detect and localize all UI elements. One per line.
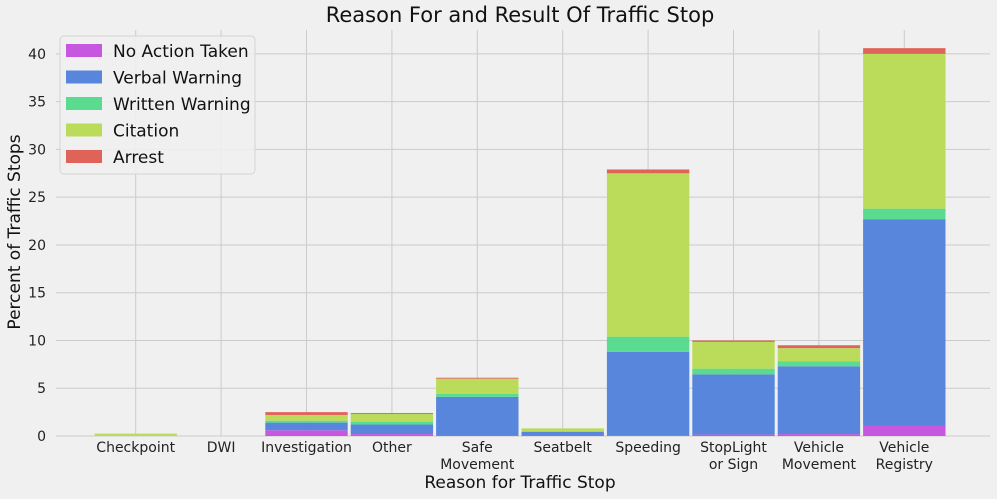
bar-segment <box>350 413 434 415</box>
bar-segment <box>94 433 177 436</box>
bar-segment <box>692 368 775 375</box>
legend-swatch <box>66 97 102 110</box>
x-tick-label: StopLight or Sign <box>700 440 767 473</box>
bar-segment <box>265 430 348 436</box>
x-axis-label: Reason for Traffic Stop <box>424 473 615 493</box>
bar-segment <box>350 434 434 436</box>
bar-segment <box>436 393 519 397</box>
legend-label: Written Warning <box>113 95 251 115</box>
y-tick-label: 25 <box>28 190 46 206</box>
bar-segment <box>265 422 348 431</box>
x-tick-label: Checkpoint <box>96 440 175 456</box>
x-tick-label: DWI <box>207 440 236 456</box>
bar-segment <box>606 169 690 174</box>
bar-segment <box>350 421 434 425</box>
bar-segment <box>350 424 434 435</box>
x-tick-label: Vehicle Registry <box>876 440 933 473</box>
bar-segment <box>265 420 348 423</box>
x-tick-label: Seatbelt <box>533 440 592 456</box>
y-tick-label: 10 <box>28 333 46 349</box>
legend-swatch <box>66 150 102 163</box>
x-tick-label: Safe Movement <box>440 440 515 473</box>
bar-segment <box>863 425 946 436</box>
bar-segment <box>521 431 604 432</box>
bar-segment <box>436 378 519 394</box>
bar-segment <box>777 345 861 349</box>
bar-segment <box>692 434 775 436</box>
legend-box <box>59 35 256 175</box>
legend-label: Citation <box>113 122 179 142</box>
x-tick-label: Vehicle Movement <box>782 440 857 473</box>
bar-segment <box>436 435 519 437</box>
bar-segment <box>521 428 604 432</box>
bar-segment <box>606 435 690 436</box>
legend-swatch <box>66 70 102 84</box>
y-tick-label: 0 <box>37 429 46 445</box>
bar-segment <box>692 374 775 435</box>
bar-segment <box>777 361 861 367</box>
bars <box>94 48 946 437</box>
y-axis-label: Percent of Traffic Stops <box>5 134 25 329</box>
bar-segment <box>777 434 861 436</box>
bar-segment <box>863 48 946 54</box>
bar-segment <box>606 173 690 337</box>
chart-title: Reason For and Result Of Traffic Stop <box>326 3 715 27</box>
y-tick-label: 40 <box>28 47 46 63</box>
legend-label: No Action Taken <box>113 42 249 62</box>
y-tick-label: 35 <box>28 95 46 111</box>
legend-label: Verbal Warning <box>113 69 242 89</box>
bar-segment <box>350 414 434 422</box>
legend: No Action Taken Verbal Warning Written War… <box>59 35 256 175</box>
bar-segment <box>606 336 690 352</box>
axes: 0 5 10 15 20 25 30 35 40 Checkpoint DWI Investigati… <box>28 47 933 473</box>
y-tick-label: 5 <box>37 381 46 397</box>
bar-segment <box>863 53 946 209</box>
y-tick-label: 15 <box>28 286 46 302</box>
legend-swatch <box>66 44 102 57</box>
x-tick-label: Speeding <box>615 440 681 456</box>
x-tick-label: Other <box>372 440 412 456</box>
bar-segment <box>692 341 775 369</box>
bar-segment <box>777 366 861 435</box>
bar-segment <box>521 431 604 436</box>
bar-segment <box>777 348 861 362</box>
bar-segment <box>265 414 348 421</box>
bar-segment <box>863 219 946 426</box>
bar-segment <box>265 412 348 415</box>
bar-segment <box>436 377 519 379</box>
x-tick-label: Investigation <box>261 440 352 456</box>
bar-segment <box>606 351 690 436</box>
y-tick-label: 20 <box>28 238 46 254</box>
bar-segment <box>436 396 519 436</box>
legend-label: Arrest <box>113 148 164 168</box>
bar-segment <box>692 340 775 342</box>
y-tick-label: 30 <box>28 142 46 158</box>
bar-segment <box>863 208 946 220</box>
bar-segment <box>521 435 604 437</box>
legend-swatch <box>66 123 102 137</box>
